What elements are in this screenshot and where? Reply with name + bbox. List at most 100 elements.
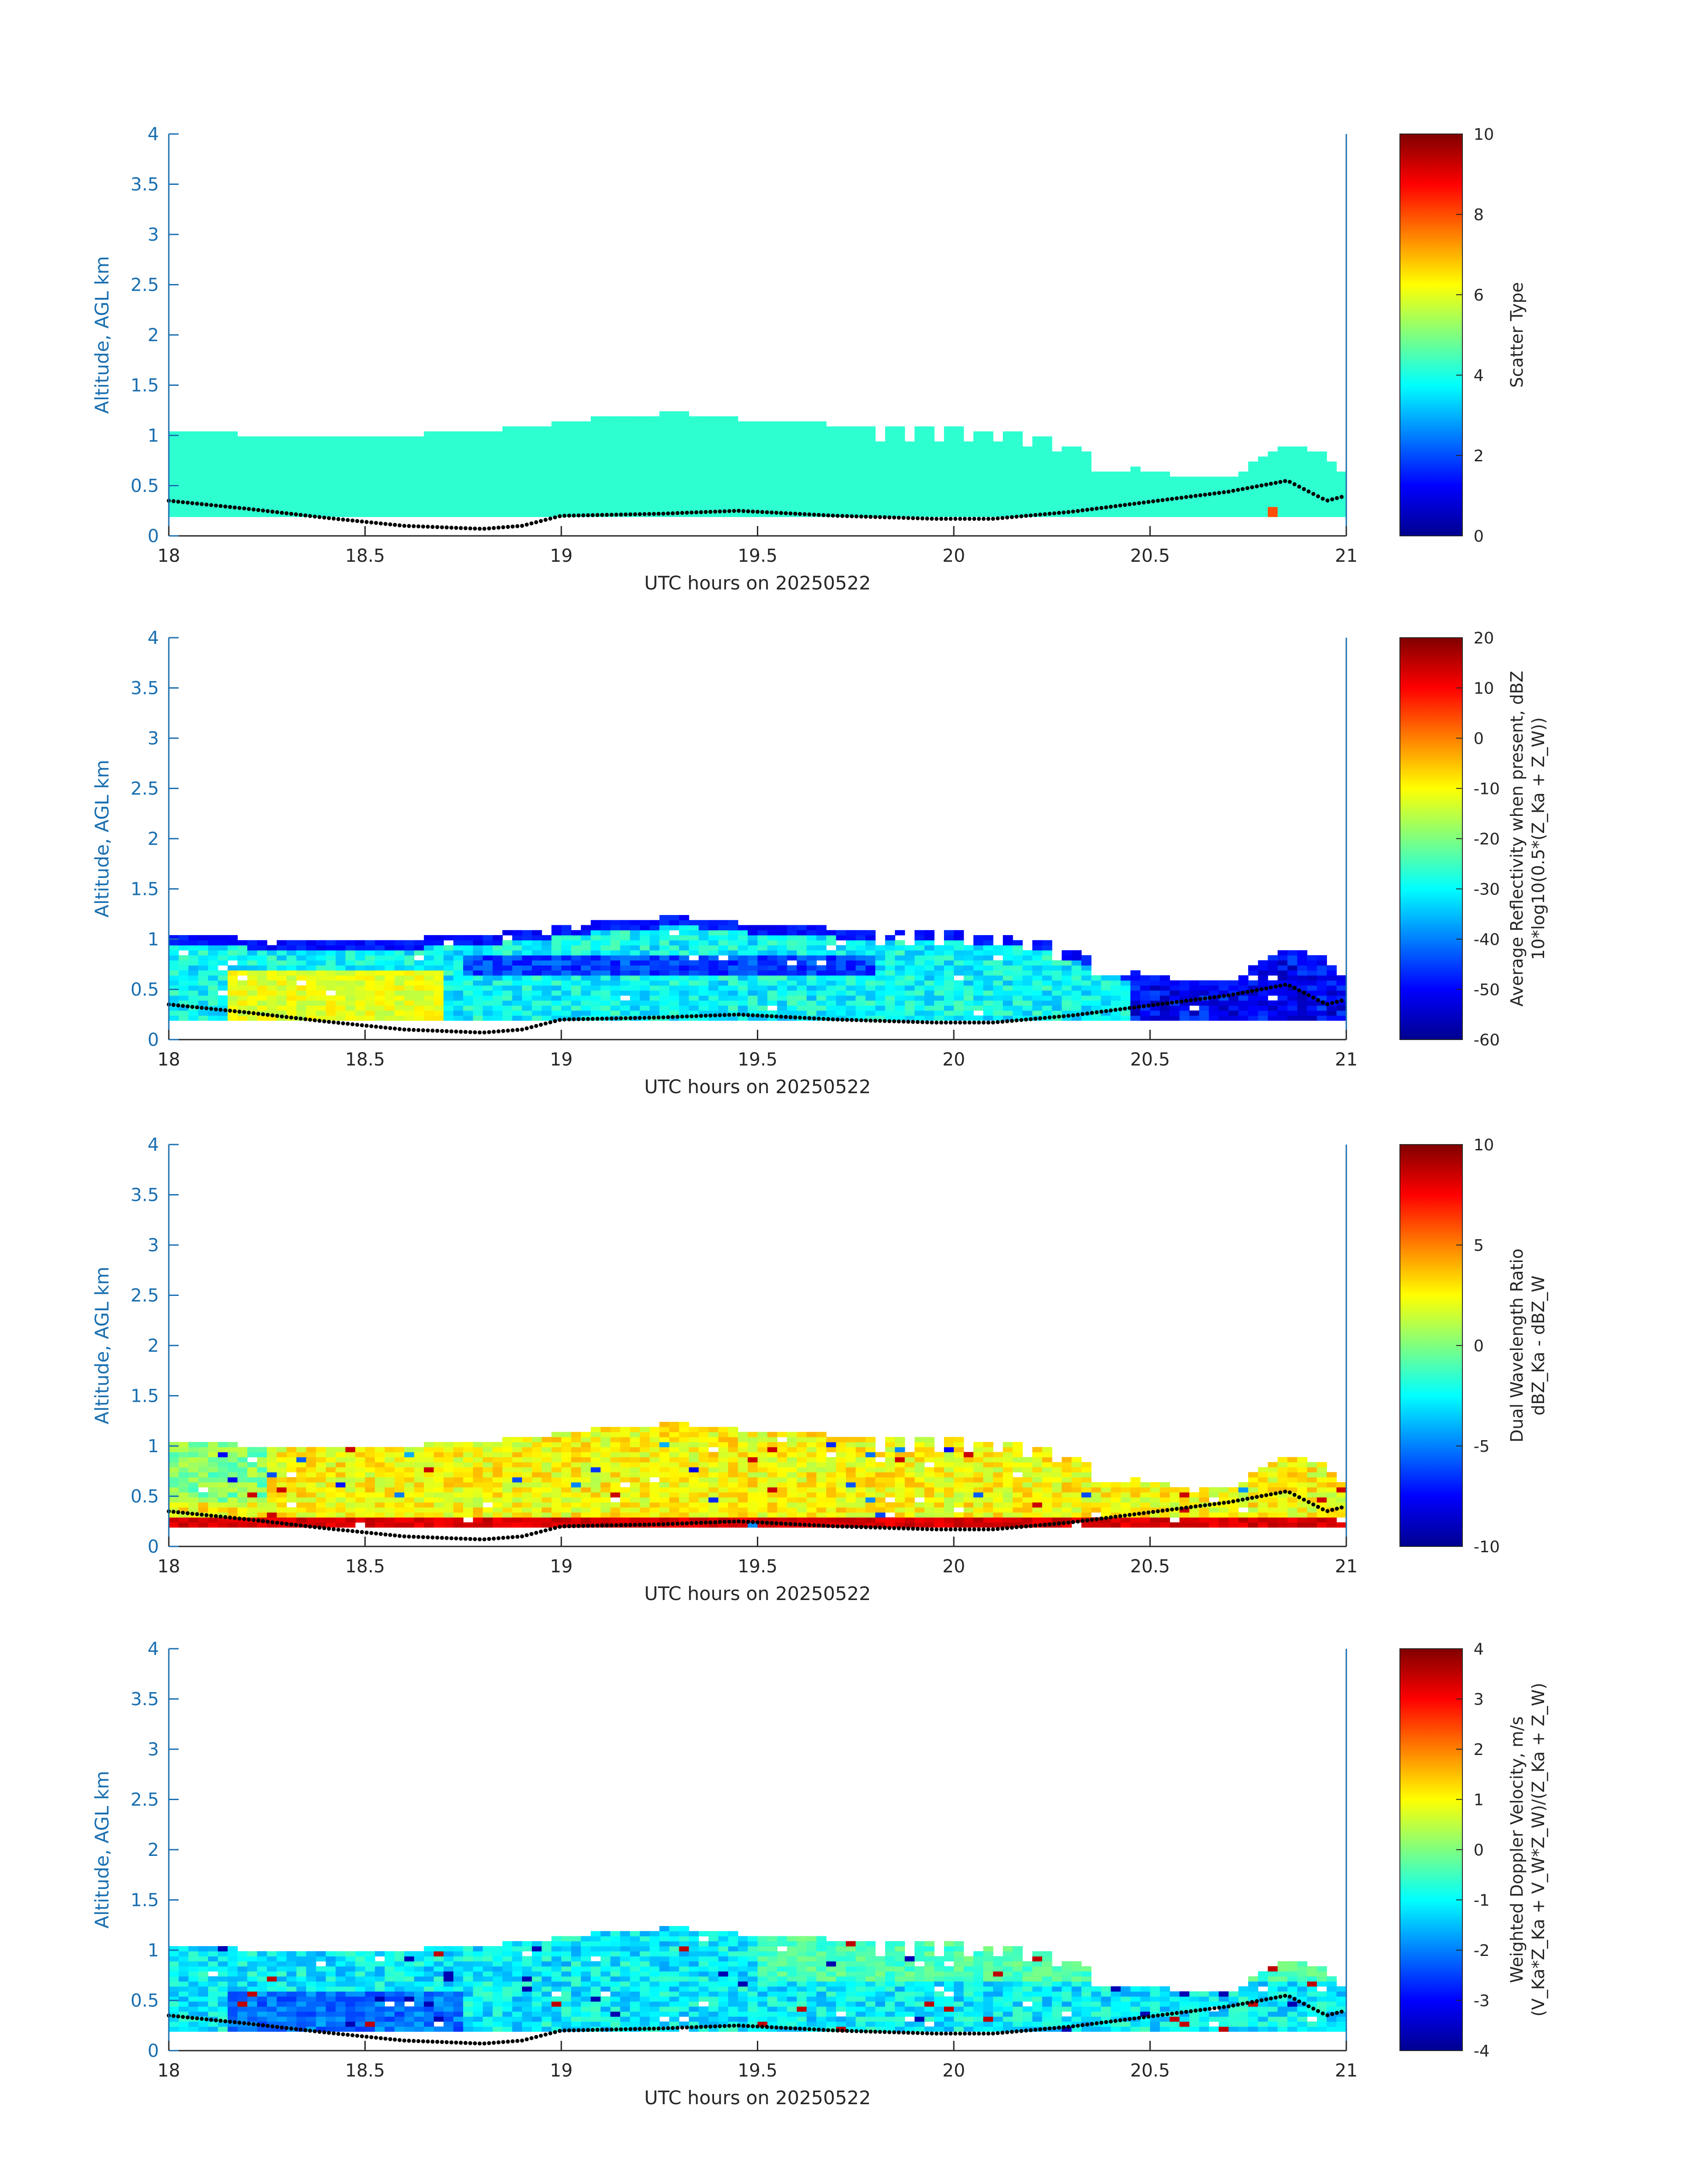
heatmap-cell (208, 506, 218, 512)
heatmap-cell (1248, 1010, 1258, 1016)
heatmap-cell (326, 975, 336, 981)
heatmap-cell (257, 1512, 267, 1518)
heatmap-cell (335, 501, 346, 507)
heatmap-cell (924, 955, 935, 961)
heatmap-cell (600, 960, 611, 966)
heatmap-cell (434, 1502, 444, 1508)
heatmap-cell (944, 1005, 954, 1011)
heatmap-cell (443, 970, 454, 976)
heatmap-cell (846, 960, 856, 966)
heatmap-cell (443, 446, 454, 452)
heatmap-cell (1130, 472, 1141, 477)
heatmap-cell (384, 486, 395, 492)
heatmap-cell (1111, 1010, 1121, 1016)
heatmap-cell (679, 985, 689, 991)
heatmap-cell (718, 970, 729, 976)
heatmap-cell (316, 472, 326, 477)
heatmap-cell (355, 950, 366, 956)
heatmap-cell (698, 441, 709, 447)
heatmap-cell (571, 995, 581, 1001)
heatmap-cell (718, 436, 729, 442)
heatmap-cell (227, 965, 238, 971)
heatmap-cell (355, 446, 366, 452)
heatmap-cell (394, 1522, 405, 1528)
heatmap-cell (748, 995, 758, 1001)
heatmap-cell (630, 940, 640, 946)
heatmap-cell (188, 497, 199, 502)
cloud-base-point (1151, 499, 1155, 504)
heatmap-cell (188, 955, 199, 961)
heatmap-cell (522, 456, 532, 462)
cloud-base-point (449, 1029, 454, 1034)
heatmap-cell (217, 1005, 228, 1011)
heatmap-cell (924, 1010, 935, 1016)
heatmap-cell (767, 995, 778, 1001)
heatmap-cell (198, 960, 209, 966)
heatmap-cell (561, 451, 572, 457)
heatmap-cell (1120, 492, 1131, 497)
cloud-base-point (209, 1007, 213, 1011)
heatmap-cell (826, 1015, 836, 1021)
heatmap-cell (306, 506, 317, 512)
heatmap-cell (630, 441, 640, 447)
heatmap-cell (1268, 955, 1278, 961)
heatmap-cell (453, 945, 464, 951)
heatmap-cell (689, 995, 699, 1001)
heatmap-cell (561, 476, 572, 482)
heatmap-cell (1071, 486, 1082, 492)
heatmap-cell (1336, 476, 1347, 482)
cloud-base-point (200, 1006, 204, 1010)
heatmap-cell (1002, 486, 1013, 492)
heatmap-cell (424, 1467, 434, 1473)
heatmap-cell (217, 451, 228, 457)
heatmap-cell (846, 466, 856, 472)
heatmap-cell (384, 501, 395, 507)
cloud-base-point (576, 513, 581, 518)
heatmap-cell (493, 935, 503, 940)
heatmap-cell (679, 930, 689, 936)
cloud-base-point (421, 524, 426, 529)
heatmap-cell (1081, 456, 1092, 462)
heatmap-cell (443, 1487, 454, 1493)
heatmap-cell (394, 512, 405, 517)
heatmap-cell (335, 1512, 346, 1518)
heatmap-cell (493, 1512, 503, 1518)
heatmap-cell (905, 451, 915, 457)
heatmap-cell (983, 975, 994, 981)
heatmap-cell (1061, 451, 1072, 457)
heatmap-cell (748, 950, 758, 956)
heatmap-cell (434, 476, 444, 482)
heatmap-cell (620, 990, 631, 996)
heatmap-cell (787, 436, 797, 442)
heatmap-cell (532, 1010, 542, 1016)
heatmap-cell (1081, 472, 1092, 477)
heatmap-cell (718, 920, 729, 926)
heatmap-cell (787, 451, 797, 457)
heatmap-cell (698, 501, 709, 507)
heatmap-cell (1238, 472, 1249, 477)
heatmap-cell (669, 461, 680, 467)
heatmap-cell (463, 995, 473, 1001)
heatmap-cell (247, 476, 258, 482)
heatmap-cell (208, 1492, 218, 1498)
x-tick-label: 21 (1335, 1049, 1358, 1070)
heatmap-cell (365, 486, 376, 492)
heatmap-cell (551, 426, 562, 432)
heatmap-cell (512, 975, 522, 981)
heatmap-cell (1278, 970, 1288, 976)
heatmap-cell (580, 975, 591, 981)
heatmap-cell (954, 1015, 964, 1021)
cloud-base-point (986, 1020, 990, 1025)
cloud-base-point (756, 1013, 760, 1018)
heatmap-cell (728, 421, 739, 427)
heatmap-cell (679, 945, 689, 951)
heatmap-cell (463, 945, 473, 951)
heatmap-cell (1336, 990, 1347, 996)
cloud-base-point (482, 526, 487, 531)
heatmap-cell (208, 960, 218, 966)
heatmap-cell (659, 506, 670, 512)
heatmap-cell (1052, 497, 1062, 502)
heatmap-cell (689, 486, 699, 492)
heatmap-cell (1248, 512, 1258, 517)
heatmap-cell (561, 985, 572, 991)
